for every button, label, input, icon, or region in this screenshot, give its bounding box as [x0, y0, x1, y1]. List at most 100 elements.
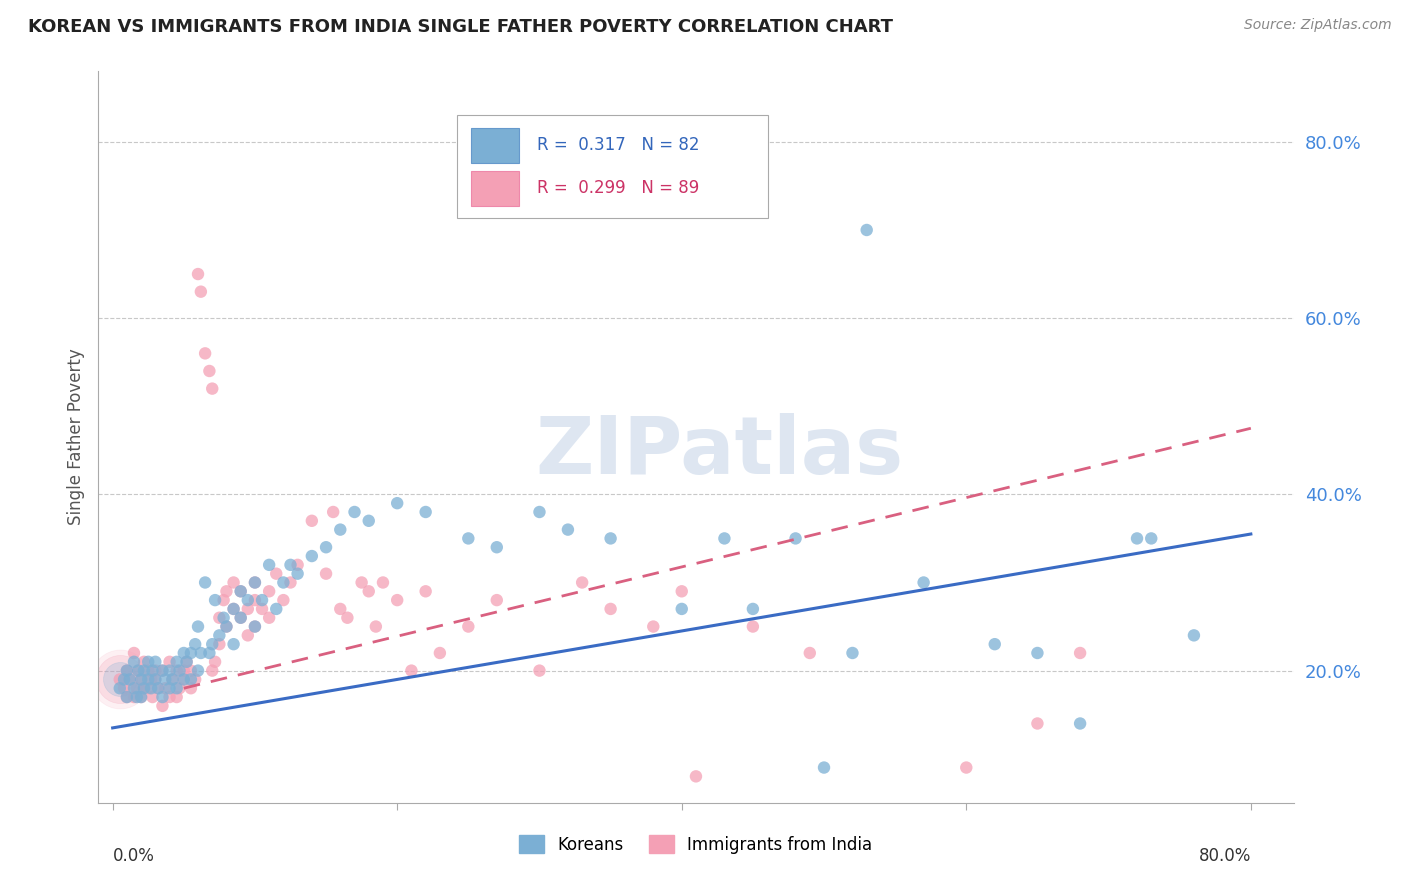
Point	[180, 664, 202, 678]
Point	[201, 664, 224, 678]
Point	[198, 646, 221, 660]
Point	[799, 646, 821, 660]
Point	[280, 575, 302, 590]
Point	[187, 267, 209, 281]
Point	[785, 532, 807, 546]
Point	[243, 593, 266, 607]
Point	[415, 505, 437, 519]
Point	[122, 681, 145, 696]
Text: KOREAN VS IMMIGRANTS FROM INDIA SINGLE FATHER POVERTY CORRELATION CHART: KOREAN VS IMMIGRANTS FROM INDIA SINGLE F…	[28, 18, 893, 36]
Point	[984, 637, 1007, 651]
Point	[132, 664, 155, 678]
Text: R =  0.317   N = 82: R = 0.317 N = 82	[537, 136, 700, 154]
Text: R =  0.299   N = 89: R = 0.299 N = 89	[537, 179, 699, 197]
Point	[148, 681, 170, 696]
Point	[129, 690, 152, 704]
Point	[129, 673, 152, 687]
Point	[529, 505, 551, 519]
Point	[212, 593, 235, 607]
Point	[229, 611, 252, 625]
Point	[201, 637, 224, 651]
Point	[1126, 532, 1149, 546]
Point	[166, 664, 188, 678]
Point	[173, 673, 195, 687]
Point	[364, 619, 387, 633]
Point	[198, 364, 221, 378]
Point	[236, 602, 259, 616]
Point	[139, 681, 162, 696]
Point	[401, 664, 423, 678]
Point	[280, 558, 302, 572]
Point	[132, 681, 155, 696]
Point	[108, 673, 131, 687]
Point	[1026, 716, 1049, 731]
Point	[912, 575, 935, 590]
Point	[180, 681, 202, 696]
Point	[329, 602, 352, 616]
Point	[208, 611, 231, 625]
Point	[243, 575, 266, 590]
Point	[671, 584, 693, 599]
Point	[141, 690, 163, 704]
Point	[301, 514, 323, 528]
Point	[118, 673, 141, 687]
Point	[127, 664, 149, 678]
Point	[184, 673, 207, 687]
Point	[143, 673, 166, 687]
Point	[180, 673, 202, 687]
Point	[112, 673, 135, 687]
Point	[173, 664, 195, 678]
Point	[336, 611, 359, 625]
Point	[173, 673, 195, 687]
Point	[112, 681, 135, 696]
Point	[571, 575, 593, 590]
Point	[118, 673, 141, 687]
Point	[457, 619, 479, 633]
Point	[190, 646, 212, 660]
FancyBboxPatch shape	[457, 115, 768, 218]
Point	[243, 575, 266, 590]
Point	[713, 532, 735, 546]
Point	[287, 558, 309, 572]
Point	[159, 681, 181, 696]
Point	[485, 593, 508, 607]
Point	[139, 673, 162, 687]
Point	[159, 690, 181, 704]
Point	[557, 523, 579, 537]
Point	[599, 602, 621, 616]
Point	[215, 584, 238, 599]
Point	[215, 619, 238, 633]
Point	[155, 673, 177, 687]
Point	[222, 575, 245, 590]
Point	[264, 566, 287, 581]
Point	[222, 637, 245, 651]
Point	[257, 584, 280, 599]
Point	[152, 698, 174, 713]
Point	[287, 566, 309, 581]
Point	[115, 690, 138, 704]
Point	[357, 514, 380, 528]
Point	[1026, 646, 1049, 660]
Point	[108, 681, 131, 696]
Point	[385, 496, 409, 510]
Point	[159, 655, 181, 669]
Point	[229, 584, 252, 599]
Point	[222, 602, 245, 616]
Point	[176, 655, 198, 669]
FancyBboxPatch shape	[471, 171, 519, 206]
Point	[1140, 532, 1163, 546]
Point	[122, 655, 145, 669]
Text: 80.0%: 80.0%	[1198, 847, 1251, 864]
Point	[166, 681, 188, 696]
Point	[127, 664, 149, 678]
Point	[143, 673, 166, 687]
Text: Source: ZipAtlas.com: Source: ZipAtlas.com	[1244, 18, 1392, 32]
Point	[136, 655, 159, 669]
Point	[143, 664, 166, 678]
Point	[485, 540, 508, 554]
Point	[212, 611, 235, 625]
Point	[273, 593, 295, 607]
Point	[129, 690, 152, 704]
Point	[208, 637, 231, 651]
Point	[741, 602, 763, 616]
